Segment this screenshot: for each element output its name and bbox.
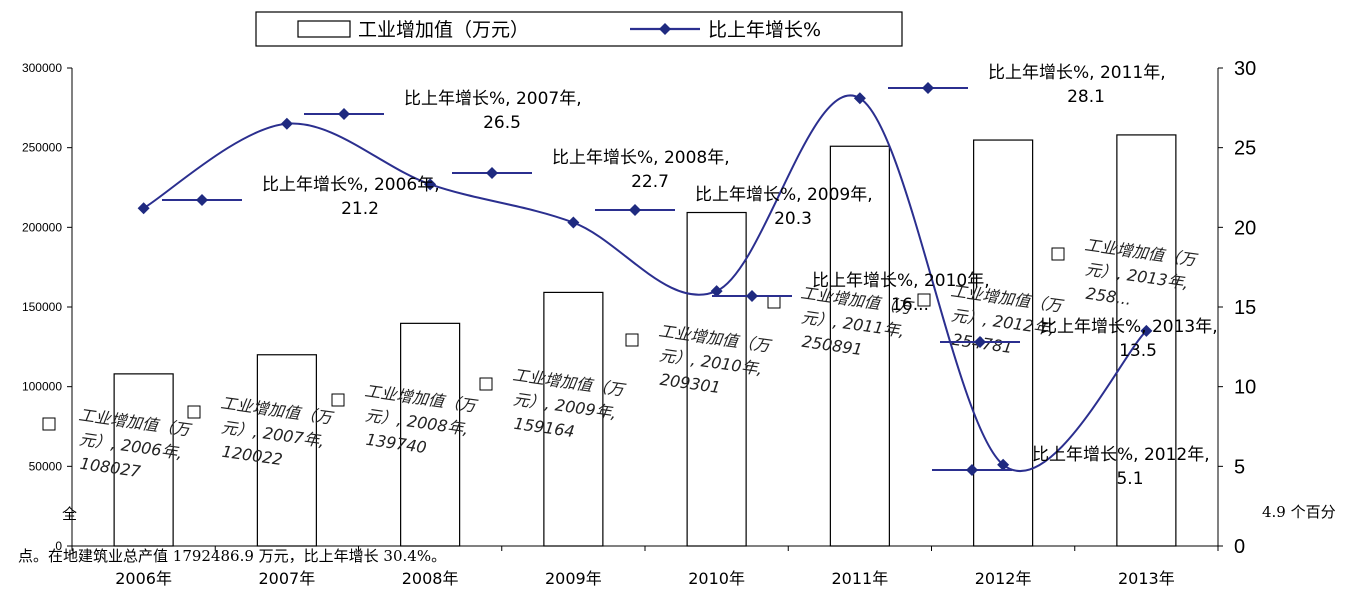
line-label-key-marker [629, 204, 641, 216]
bar-label-key [479, 377, 493, 391]
line-data-label-line: 比上年增长%, 2013年, [1040, 317, 1218, 337]
legend-bar-swatch [297, 20, 351, 38]
left-tick-label: 100000 [22, 380, 62, 394]
line-marker-2011年 [853, 92, 866, 105]
line-marker-2007年 [280, 117, 293, 130]
bar-data-label: 工业增加值（万元）, 2006年,108027 [77, 405, 194, 481]
line-marker-2006年 [137, 202, 150, 215]
line-data-label-value: 22.7 [631, 172, 669, 192]
line-marker-2009年 [567, 216, 580, 229]
bar-2008年 [400, 322, 461, 547]
x-tick-label: 2009年 [545, 569, 602, 588]
legend: 工业增加值（万元） 比上年增长% [255, 11, 903, 47]
bar-label-key [331, 393, 345, 407]
legend-item-line: 比上年增长% [708, 19, 821, 41]
x-tick-label: 2010年 [688, 569, 745, 588]
bar-label-key [1051, 247, 1065, 261]
bar-2013年 [1116, 134, 1177, 547]
bar-label-key [917, 293, 931, 307]
legend-box [255, 11, 903, 47]
line-marker-2013年 [1140, 324, 1153, 337]
line-marker-2012年 [997, 458, 1010, 471]
bar-data-label: 工业增加值（万元）, 2010年,209301 [657, 321, 774, 397]
legend-line-marker [659, 23, 671, 35]
x-tick-label: 2012年 [975, 569, 1032, 588]
right-tick-label: 15 [1234, 297, 1256, 319]
axes: 0 50000 100000 150000 200000 250000 300000 0 5 10… [22, 58, 1256, 588]
bar-data-label: 工业增加值（万元）, 2008年,139740 [363, 381, 480, 457]
right-tick-label: 0 [1234, 536, 1245, 558]
right-tick-label: 30 [1234, 58, 1256, 80]
bar-label-key [187, 405, 201, 419]
left-tick-label: 50000 [29, 459, 63, 473]
line-data-label-line: 比上年增长%, 2010年, [812, 271, 990, 291]
line-marker-2008年 [424, 178, 437, 191]
line-label-key-marker [746, 290, 758, 302]
line-data-label-value: 28.1 [1067, 87, 1105, 107]
left-tick-label: 0 [55, 539, 62, 553]
line-marker-2010年 [710, 285, 723, 298]
bar-2009年 [543, 291, 604, 547]
right-tick-label: 5 [1234, 456, 1245, 478]
x-tick-label: 2007年 [259, 569, 316, 588]
bar-label-key [42, 417, 56, 431]
line-label-key-marker [486, 167, 498, 179]
x-tick-label: 2011年 [832, 569, 889, 588]
line-data-label-line: 比上年增长%, 2011年, [988, 63, 1166, 83]
bar-label-key [767, 295, 781, 309]
line-label-key-marker [922, 82, 934, 94]
left-tick-label: 200000 [22, 220, 62, 234]
right-tick-label: 25 [1234, 138, 1256, 160]
line-series [137, 92, 1153, 473]
line-data-label-value: 5.1 [1116, 469, 1143, 489]
line-data-label-value: 26.5 [483, 113, 521, 133]
legend-item-bar: 工业增加值（万元） [358, 19, 529, 41]
bar-label-key [625, 333, 639, 347]
line-data-label-value: 13.5 [1119, 341, 1157, 361]
right-tick-label: 10 [1234, 377, 1256, 399]
line-label-key-marker [966, 464, 978, 476]
body-text-line1-end: 4.9 个百分 [1262, 503, 1336, 521]
line-data-label-value: 16... [891, 295, 929, 315]
line-label-key-marker [196, 194, 208, 206]
line-data-labels: 比上年增长%, 2006年, 21.2 比上年增长%, 2007年, 26.5 比上年增… [162, 63, 1218, 489]
bar-2010年 [686, 211, 747, 547]
left-tick-label: 250000 [22, 141, 62, 155]
left-tick-label: 300000 [22, 61, 62, 75]
line-data-label-line: 比上年增长%, 2012年, [1032, 445, 1210, 465]
bar-series [113, 134, 1177, 547]
line-data-label-value: 20.3 [774, 209, 812, 229]
line-data-label-line: 比上年增长%, 2008年, [552, 148, 730, 168]
bar-data-label: 工业增加值（万元）, 2007年,120022 [219, 393, 336, 469]
line-data-label-line: 比上年增长%, 2007年, [404, 89, 582, 109]
bar-data-labels: 工业增加值（万元）, 2006年,108027 工业增加值（万元）, 2007年,… [42, 235, 1200, 481]
line-data-label-value: 21.2 [341, 199, 379, 219]
bar-data-label: 工业增加值（万元）, 2009年,159164 [511, 365, 628, 441]
line-data-label-line: 比上年增长%, 2009年, [695, 185, 873, 205]
body-text-line2: 点。在地建筑业总产值 1792486.9 万元，比上年增长 30.4%。 [18, 547, 447, 565]
x-tick-label: 2006年 [115, 569, 172, 588]
x-tick-label: 2008年 [402, 569, 459, 588]
line-label-key-marker [338, 108, 350, 120]
body-text-line1-start: 全 [62, 505, 78, 523]
line-data-label-line: 比上年增长%, 2006年, [262, 175, 440, 195]
right-tick-label: 20 [1234, 217, 1256, 239]
left-tick-label: 150000 [22, 300, 62, 314]
bar-2011年 [829, 145, 890, 547]
bar-2007年 [256, 354, 317, 547]
line-label-key-marker [974, 336, 986, 348]
x-tick-label: 2013年 [1118, 569, 1175, 588]
